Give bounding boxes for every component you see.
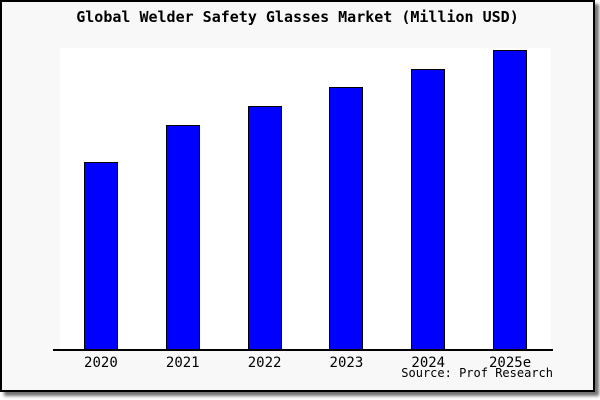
bar-2021 xyxy=(165,124,200,351)
chart-frame: Global Welder Safety Glasses Market (Mil… xyxy=(0,0,595,392)
x-axis-label-2025e: 2025e xyxy=(489,355,532,371)
bar-2024 xyxy=(411,68,446,351)
chart-title: Global Welder Safety Glasses Market (Mil… xyxy=(76,8,519,26)
bar-2025e xyxy=(493,50,528,351)
source-note: Source: Prof Research xyxy=(401,366,553,380)
bar-2020 xyxy=(83,161,118,351)
bar-2023 xyxy=(329,87,364,351)
x-axis-label-2022: 2022 xyxy=(247,355,282,371)
bar-2022 xyxy=(247,106,282,351)
x-axis-label-2023: 2023 xyxy=(329,355,364,371)
x-axis-line xyxy=(53,349,553,351)
x-axis-labels: 2020 2021 2022 2023 2024 2025e xyxy=(60,355,551,371)
x-axis-label-2020: 2020 xyxy=(84,355,118,371)
x-axis-label-2024: 2024 xyxy=(411,355,446,371)
plot-area xyxy=(60,48,551,351)
x-axis-label-2021: 2021 xyxy=(165,355,200,371)
